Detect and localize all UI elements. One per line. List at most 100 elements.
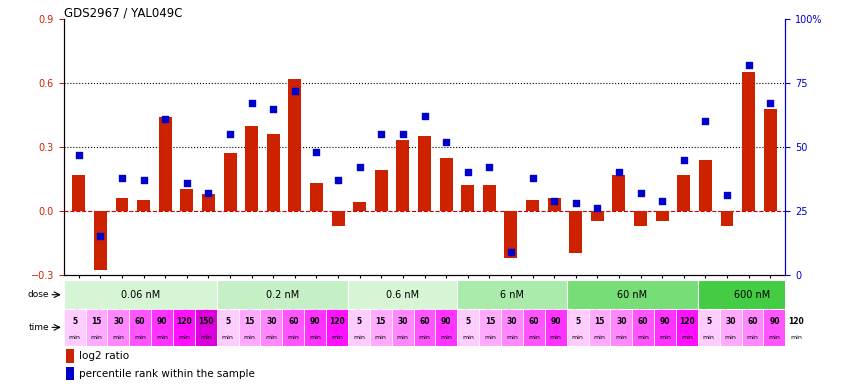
Text: dose: dose bbox=[28, 290, 49, 299]
Text: min: min bbox=[725, 335, 737, 340]
Point bbox=[612, 169, 626, 175]
Text: 30: 30 bbox=[397, 318, 408, 326]
Bar bbox=[566, 309, 588, 346]
Bar bbox=[216, 309, 239, 346]
Text: min: min bbox=[112, 335, 124, 340]
Text: 15: 15 bbox=[92, 318, 102, 326]
Text: percentile rank within the sample: percentile rank within the sample bbox=[78, 369, 255, 379]
Bar bbox=[283, 309, 304, 346]
Bar bbox=[418, 136, 431, 211]
Text: 15: 15 bbox=[375, 318, 386, 326]
Text: 60: 60 bbox=[638, 318, 649, 326]
Point bbox=[180, 180, 194, 186]
Text: min: min bbox=[593, 335, 605, 340]
Point bbox=[461, 169, 475, 175]
Bar bbox=[353, 202, 366, 211]
Text: 5: 5 bbox=[706, 318, 711, 326]
Point bbox=[310, 149, 323, 155]
Bar bbox=[720, 309, 741, 346]
Point bbox=[591, 205, 604, 211]
Bar bbox=[289, 79, 301, 211]
Text: 120: 120 bbox=[329, 318, 345, 326]
Bar bbox=[461, 185, 475, 211]
Bar bbox=[66, 349, 74, 363]
Text: 30: 30 bbox=[267, 318, 277, 326]
Bar bbox=[501, 309, 523, 346]
Bar bbox=[223, 153, 237, 211]
Text: min: min bbox=[156, 335, 168, 340]
Text: min: min bbox=[528, 335, 540, 340]
Bar bbox=[348, 309, 370, 346]
Text: min: min bbox=[703, 335, 715, 340]
Text: log2 ratio: log2 ratio bbox=[78, 351, 129, 361]
Text: 150: 150 bbox=[198, 318, 214, 326]
Bar bbox=[436, 309, 458, 346]
Bar bbox=[245, 126, 258, 211]
Text: 5: 5 bbox=[225, 318, 230, 326]
Text: 60: 60 bbox=[135, 318, 145, 326]
Text: 15: 15 bbox=[594, 318, 604, 326]
Bar bbox=[610, 309, 633, 346]
Text: min: min bbox=[178, 335, 190, 340]
Point bbox=[720, 192, 734, 199]
Point bbox=[223, 131, 237, 137]
Bar bbox=[304, 309, 326, 346]
Point bbox=[569, 200, 582, 206]
Text: min: min bbox=[331, 335, 343, 340]
Bar bbox=[591, 211, 604, 221]
Bar bbox=[108, 309, 129, 346]
Point bbox=[439, 139, 453, 145]
Bar bbox=[548, 198, 560, 211]
Point bbox=[331, 177, 345, 183]
Bar bbox=[699, 160, 711, 211]
Bar bbox=[504, 211, 517, 258]
Text: 120: 120 bbox=[679, 318, 694, 326]
Text: 90: 90 bbox=[769, 318, 779, 326]
Text: 30: 30 bbox=[616, 318, 627, 326]
Text: min: min bbox=[506, 335, 518, 340]
Point bbox=[396, 131, 410, 137]
Text: min: min bbox=[134, 335, 146, 340]
Bar bbox=[698, 309, 720, 346]
Text: 120: 120 bbox=[789, 318, 804, 326]
Bar bbox=[66, 367, 74, 380]
Bar bbox=[64, 280, 216, 309]
Text: 15: 15 bbox=[245, 318, 255, 326]
Text: 15: 15 bbox=[485, 318, 495, 326]
Point bbox=[655, 197, 669, 204]
Text: min: min bbox=[91, 335, 103, 340]
Text: min: min bbox=[396, 335, 408, 340]
Bar bbox=[458, 309, 479, 346]
Point bbox=[93, 233, 107, 239]
Text: min: min bbox=[681, 335, 693, 340]
Bar bbox=[202, 194, 215, 211]
Bar bbox=[483, 185, 496, 211]
Point bbox=[504, 248, 518, 255]
Text: min: min bbox=[244, 335, 256, 340]
Bar bbox=[526, 200, 539, 211]
Point bbox=[763, 100, 777, 106]
Text: 60: 60 bbox=[288, 318, 299, 326]
Text: min: min bbox=[484, 335, 496, 340]
Point bbox=[548, 197, 561, 204]
Bar bbox=[570, 211, 582, 253]
Text: 90: 90 bbox=[441, 318, 452, 326]
Bar bbox=[374, 170, 388, 211]
Text: 5: 5 bbox=[72, 318, 77, 326]
Point bbox=[482, 164, 496, 170]
Bar bbox=[785, 309, 807, 346]
Text: 90: 90 bbox=[660, 318, 671, 326]
Text: min: min bbox=[659, 335, 671, 340]
Point bbox=[526, 174, 539, 180]
Text: min: min bbox=[746, 335, 758, 340]
Point bbox=[245, 100, 258, 106]
Text: min: min bbox=[222, 335, 233, 340]
Bar bbox=[721, 211, 734, 226]
Point bbox=[159, 116, 172, 122]
Point bbox=[418, 113, 431, 119]
Text: 120: 120 bbox=[176, 318, 192, 326]
Bar bbox=[159, 117, 171, 211]
Text: min: min bbox=[768, 335, 780, 340]
Bar bbox=[654, 309, 676, 346]
Bar bbox=[741, 309, 763, 346]
